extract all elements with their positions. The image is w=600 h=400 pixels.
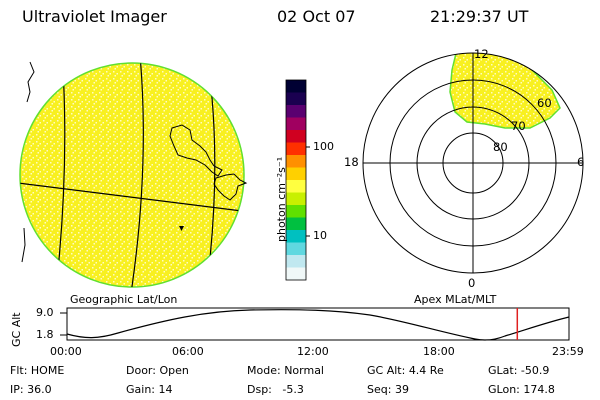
coastline: [21, 227, 26, 263]
altitude-tick-low: 1.8: [36, 328, 54, 341]
color-bar: [286, 80, 306, 281]
mlt-label-12: 12: [474, 47, 489, 61]
color-bar-segment: [286, 267, 306, 281]
mlt-label-18: 18: [344, 155, 359, 169]
status-gc-alt: GC Alt: 4.4 Re: [367, 364, 444, 377]
site-marker: [179, 226, 184, 231]
color-bar-segment: [286, 130, 306, 143]
status-seq: Seq: 39: [367, 383, 409, 396]
time-tick: 23:59: [552, 345, 584, 358]
color-bar-segment: [286, 205, 306, 218]
status-glat: GLat: -50.9: [488, 364, 550, 377]
coastline: [169, 124, 223, 177]
color-bar-segment: [286, 80, 306, 93]
color-bar-segment: [286, 117, 306, 131]
mlat-label-70: 70: [511, 119, 526, 133]
color-bar-segment: [286, 105, 306, 118]
color-bar-label-10: 10: [313, 229, 327, 242]
altitude-panel: [60, 307, 570, 341]
mlt-label-0: 0: [468, 276, 476, 290]
coastline: [213, 173, 248, 201]
status-glon: GLon: 174.8: [488, 383, 555, 396]
status-door: Door: Open: [126, 364, 189, 377]
color-bar-unit-label: photon cm⁻²s⁻¹: [275, 156, 288, 242]
time-tick: 00:00: [50, 345, 82, 358]
color-bar-segment: [286, 142, 306, 156]
mlt-label-6: 6: [577, 155, 585, 169]
time-tick: 06:00: [172, 345, 204, 358]
status-mode: Mode: Normal: [247, 364, 324, 377]
time-tick: 12:00: [297, 345, 329, 358]
color-bar-segment: [286, 92, 306, 106]
color-bar-label-100: 100: [313, 140, 334, 153]
header-time: 21:29:37 UT: [430, 7, 529, 26]
status-flight: Flt: HOME: [10, 364, 65, 377]
color-bar-segment: [286, 217, 306, 231]
apex-label: Apex MLat/MLT: [414, 293, 497, 306]
altitude-tick-high: 9.0: [36, 306, 54, 319]
polar-plot: [362, 52, 584, 274]
color-bar-segment: [286, 192, 306, 206]
color-bar-segment: [286, 255, 306, 268]
mlat-label-60: 60: [537, 96, 552, 110]
color-bar-frame: [285, 79, 307, 281]
status-ip: IP: 36.0: [10, 383, 52, 396]
header-date: 02 Oct 07: [277, 7, 356, 26]
time-tick: 18:00: [423, 345, 455, 358]
color-bar-segment: [286, 155, 306, 168]
status-dsp: Dsp: -5.3: [247, 383, 304, 396]
color-bar-segment: [286, 167, 306, 181]
meridian-line: [129, 63, 144, 287]
geographic-label: Geographic Lat/Lon: [70, 293, 178, 306]
instrument-title: Ultraviolet Imager: [22, 7, 167, 26]
emission-texture: [20, 63, 244, 287]
altitude-axis-title: GC Alt: [10, 312, 23, 347]
color-bar-segment: [286, 242, 306, 256]
status-gain: Gain: 14: [126, 383, 173, 396]
altitude-curve: [66, 309, 570, 341]
mlat-label-80: 80: [493, 140, 508, 154]
latitude-line: [20, 181, 244, 213]
altitude-frame: [66, 307, 570, 341]
color-bar-segment: [286, 180, 306, 193]
coastline: [26, 61, 35, 103]
color-bar-segment: [286, 230, 306, 243]
geographic-image: [19, 61, 248, 288]
